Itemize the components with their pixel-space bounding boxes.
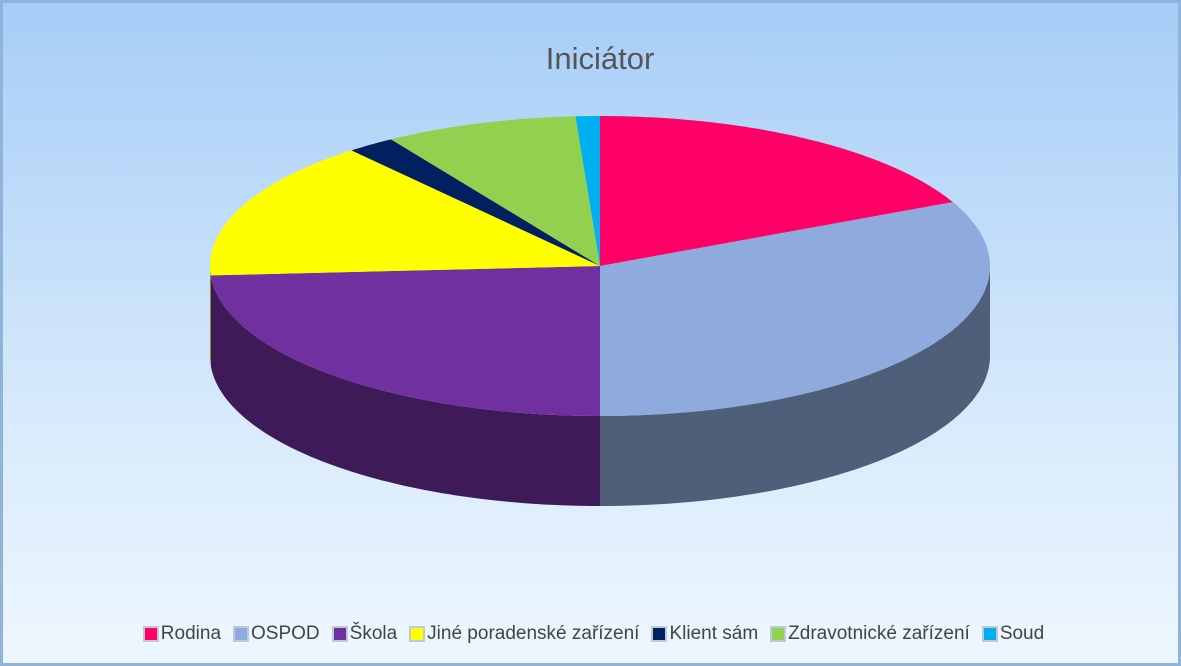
slice [351, 139, 600, 266]
legend-label: Jiné poradenské zařízení [427, 623, 640, 644]
legend-swatch [770, 626, 787, 642]
legend-swatch [981, 626, 998, 642]
slice [210, 266, 601, 416]
slice [600, 116, 953, 266]
slice-side [210, 266, 211, 366]
legend-label: Rodina [160, 623, 222, 644]
slice [210, 150, 600, 276]
legend-swatch [331, 626, 348, 642]
slice-side [210, 275, 601, 506]
legend-item: Soud [981, 623, 1045, 645]
legend-item: Jiné poradenské zařízení [409, 623, 639, 645]
legend-item: Zdravotnické zařízení [770, 623, 970, 645]
legend-label: Soud [999, 623, 1045, 644]
legend-label: Zdravotnické zařízení [788, 623, 970, 644]
legend-label: Škola [349, 623, 398, 644]
legend-swatch [409, 626, 426, 642]
slice [600, 202, 990, 416]
legend: Rodina OSPOD Škola Jiné poradenské zařízení… [3, 623, 1181, 645]
legend-label: OSPOD [251, 623, 320, 644]
legend-swatch [142, 626, 159, 642]
legend-item: OSPOD [233, 623, 320, 645]
legend-label: Klient sám [669, 623, 759, 644]
legend-item: Klient sám [651, 623, 758, 645]
legend-swatch [233, 626, 250, 642]
slice [575, 116, 600, 266]
legend-item: Rodina [142, 623, 222, 645]
chart: Iniciátor [210, 41, 990, 506]
chart-title: Iniciátor [546, 41, 655, 76]
slice [391, 116, 600, 266]
slice-side [600, 266, 990, 506]
legend-item: Škola [331, 623, 398, 645]
legend-swatch [651, 626, 668, 642]
